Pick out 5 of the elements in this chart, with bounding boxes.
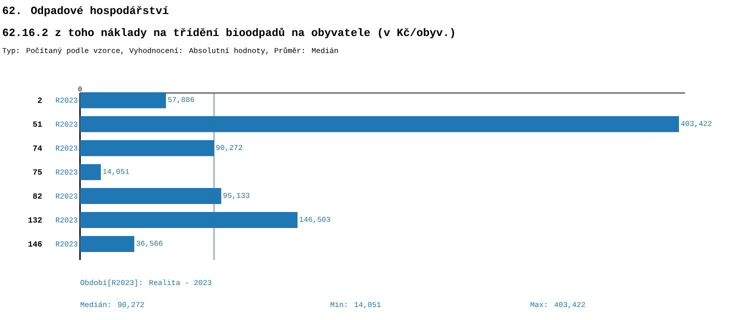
chart-title: 62. Odpadové hospodářství — [2, 6, 168, 16]
bar — [80, 236, 134, 252]
bar — [80, 92, 166, 108]
chart-subtitle: 62.16.2 z toho náklady na třídění bioodpadů na obyvatele (v Kč/obyv.) — [2, 28, 454, 38]
bar — [80, 164, 101, 180]
